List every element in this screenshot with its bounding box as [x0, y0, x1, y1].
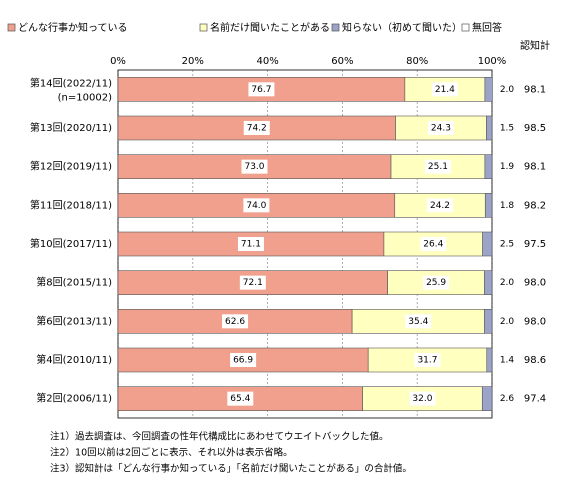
value-label: 2.0	[500, 317, 515, 327]
value-label: 32.0	[412, 394, 432, 404]
category-label: 第8回(2015/11)	[36, 276, 112, 289]
note: 注3）認知計は「どんな行事か知っている」「名前だけ聞いたことがある」の合計値。	[50, 463, 412, 475]
value-label: 1.5	[500, 124, 514, 134]
label-box	[239, 275, 266, 290]
legend-swatch	[331, 23, 340, 32]
legend-label: 名前だけ聞いたことがある	[210, 21, 330, 34]
value-label: 25.1	[428, 162, 448, 172]
category-label: 第13回(2020/11)	[30, 121, 112, 134]
value-label: 66.9	[233, 356, 253, 366]
total-label: 98.1	[524, 162, 546, 173]
value-label: 1.8	[500, 201, 515, 211]
total-label: 98.5	[524, 123, 546, 134]
bar-segment	[486, 115, 493, 141]
category-label: 第2回(2006/11)	[36, 392, 112, 405]
value-label: 26.4	[423, 240, 443, 250]
value-label: 2.0	[500, 278, 515, 288]
legend-swatch	[199, 23, 208, 32]
value-label: 65.4	[230, 394, 250, 404]
legend-label: どんな行事か知っている	[18, 21, 128, 34]
value-label: 24.3	[431, 124, 451, 134]
total-label: 97.4	[524, 394, 546, 405]
value-label: 35.4	[408, 317, 428, 327]
label-box	[237, 237, 264, 251]
note: 注2）10回以前は2回ごとに表示、それ以外は表示省略。	[50, 447, 293, 459]
value-label: 76.7	[251, 85, 271, 95]
x-tick-label: 0%	[110, 56, 126, 67]
label-box	[230, 353, 257, 367]
value-label: 2.5	[500, 240, 514, 250]
total-label: 98.6	[524, 355, 546, 366]
bar-segment	[486, 347, 493, 373]
legend-label: 知らない（初めて聞いた）	[342, 21, 462, 34]
sample-label: (n=10002)	[58, 92, 112, 103]
legend-swatch	[7, 23, 16, 32]
label-box	[227, 391, 254, 406]
bar-segment	[484, 77, 493, 102]
category-label: 第11回(2018/11)	[30, 198, 112, 211]
label-box	[423, 275, 450, 290]
label-box	[420, 237, 447, 251]
x-tick-label: 80%	[406, 56, 428, 67]
value-label: 21.4	[435, 85, 455, 95]
total-label: 98.0	[524, 278, 546, 289]
value-label: 74.0	[246, 201, 266, 211]
value-label: 2.6	[500, 394, 515, 404]
label-box	[243, 198, 270, 213]
x-tick-label: 60%	[331, 56, 353, 67]
bar-segment	[484, 193, 493, 218]
value-label: 1.9	[500, 162, 515, 172]
x-tick-label: 40%	[256, 56, 278, 67]
label-box	[427, 198, 454, 213]
x-tick-label: 100%	[478, 56, 507, 67]
value-label: 24.2	[430, 201, 450, 211]
value-label: 73.0	[244, 162, 264, 172]
legend-label: 無回答	[472, 21, 502, 34]
bar-segment	[481, 386, 493, 411]
label-box	[405, 314, 432, 329]
bar-segment	[482, 231, 493, 257]
bar-segment	[484, 270, 493, 295]
value-label: 25.9	[426, 278, 446, 288]
category-label: 第10回(2017/11)	[30, 237, 112, 250]
total-label: 97.5	[524, 239, 546, 250]
legend-swatch	[461, 23, 470, 32]
bar-segment	[484, 154, 493, 179]
total-label: 98.0	[524, 316, 546, 327]
value-label: 74.2	[247, 124, 267, 134]
value-label: 62.6	[225, 317, 245, 327]
total-label: 98.1	[524, 84, 546, 95]
category-label: 第12回(2019/11)	[30, 160, 112, 173]
label-box	[222, 314, 249, 329]
total-header: 認知計	[520, 39, 550, 52]
label-box	[409, 391, 436, 406]
label-box	[243, 121, 270, 135]
x-tick-label: 20%	[182, 56, 204, 67]
label-box	[248, 82, 275, 97]
bar-segment	[484, 309, 493, 334]
category-label: 第14回(2022/11)	[30, 76, 112, 89]
label-box	[424, 159, 451, 174]
total-label: 98.2	[524, 200, 546, 211]
value-label: 72.1	[243, 278, 263, 288]
label-box	[414, 353, 441, 367]
label-box	[431, 82, 458, 97]
note: 注1）過去調査は、今回調査の性年代構成比にあわせてウエイトバックした値。	[50, 431, 389, 443]
label-box	[427, 121, 454, 135]
value-label: 71.1	[241, 240, 261, 250]
category-label: 第6回(2013/11)	[36, 314, 112, 327]
value-label: 2.0	[500, 85, 515, 95]
label-box	[241, 159, 268, 174]
category-label: 第4回(2010/11)	[36, 353, 112, 366]
value-label: 31.7	[417, 356, 437, 366]
value-label: 1.4	[500, 356, 515, 366]
